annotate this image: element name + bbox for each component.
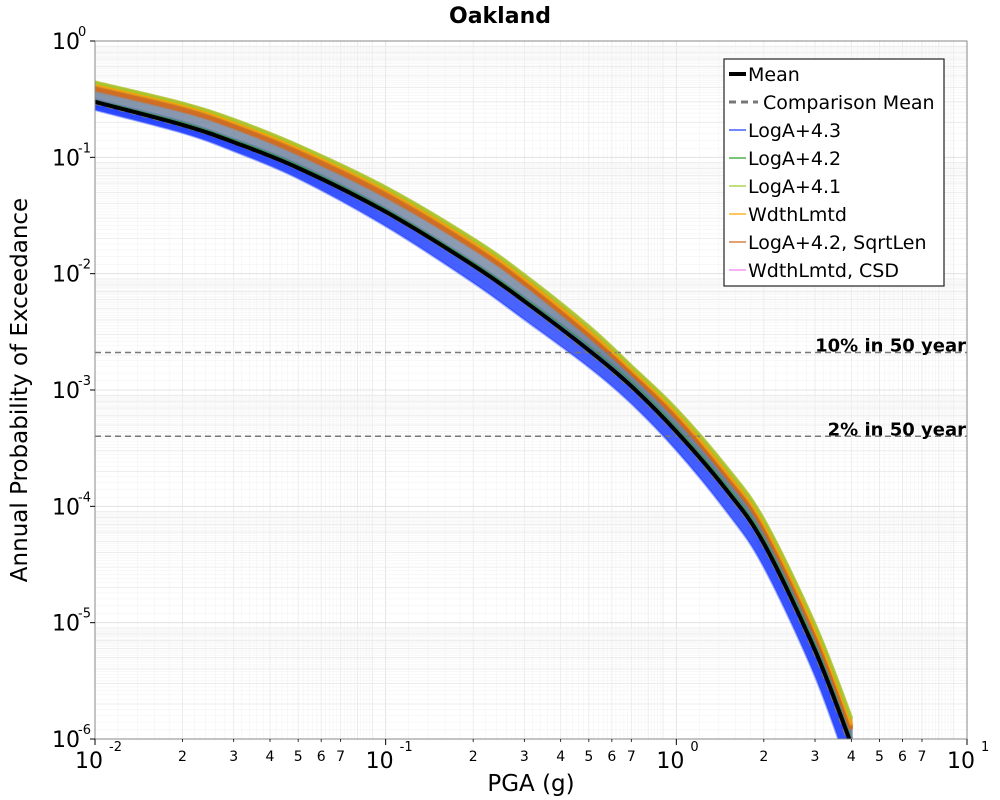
branch-curve	[95, 84, 854, 728]
branch-curve	[95, 105, 844, 739]
x-tick-label: 10	[75, 749, 103, 774]
branch-curve	[95, 96, 854, 738]
y-tick-label: 10	[52, 379, 80, 404]
branch-curve	[95, 86, 854, 730]
y-tick-exponent: -2	[78, 258, 91, 273]
y-tick-label: 10	[52, 728, 80, 753]
series-line	[95, 81, 852, 719]
branch-curve	[95, 85, 854, 729]
x-minor-tick-label: 2	[759, 749, 768, 765]
x-minor-tick-label: 7	[918, 749, 927, 765]
x-minor-tick-label: 4	[266, 749, 275, 765]
series-line-mean	[95, 99, 852, 739]
y-tick-label: 10	[52, 612, 80, 637]
x-minor-tick-label: 6	[898, 749, 907, 765]
y-tick-exponent: -3	[78, 374, 91, 389]
x-minor-tick-label: 3	[811, 749, 820, 765]
series-line	[95, 84, 852, 726]
x-tick-label: 10	[656, 749, 684, 774]
x-minor-tick-label: 4	[847, 749, 856, 765]
x-tick-exponent: -2	[109, 740, 122, 755]
branch-curve	[95, 81, 854, 724]
legend-label: LogA+4.3	[748, 120, 841, 142]
series-lines	[95, 81, 852, 739]
legend-label: LogA+4.2, SqrtLen	[748, 232, 927, 254]
reference-labels: 10% in 50 year 2% in 50 year	[815, 336, 966, 441]
x-minor-tick-label: 3	[229, 749, 238, 765]
x-minor-tick-label: 5	[294, 749, 303, 765]
legend-label: LogA+4.1	[748, 176, 841, 198]
legend-label: Mean	[748, 64, 800, 86]
branch-curve	[95, 106, 843, 739]
x-tick-label: 10	[366, 749, 394, 774]
x-tick-exponent: 0	[690, 740, 698, 755]
branch-curve	[95, 89, 854, 733]
x-minor-tick-label: 6	[607, 749, 616, 765]
x-minor-tick-label: 2	[469, 749, 478, 765]
branch-curve	[95, 81, 854, 723]
reference-line-label: 10% in 50 year	[815, 336, 966, 357]
branch-curve	[95, 93, 854, 736]
x-minor-tick-label: 7	[336, 749, 345, 765]
y-axis-label: Annual Probability of Exceedance	[7, 198, 33, 582]
x-tick-exponent: 1	[981, 740, 989, 755]
branch-curve	[95, 103, 846, 739]
y-tick-exponent: -5	[78, 607, 91, 622]
y-tick-exponent: -6	[78, 723, 91, 738]
x-minor-tick-label: 4	[556, 749, 565, 765]
branch-curve	[95, 104, 845, 739]
x-axis-label: PGA (g)	[487, 771, 574, 797]
series-line	[95, 89, 852, 731]
x-minor-tick-label: 6	[317, 749, 326, 765]
branch-curve	[95, 105, 843, 739]
y-tick-label: 10	[52, 146, 80, 171]
branch-curve	[95, 94, 854, 737]
y-tick-label: 10	[52, 30, 80, 55]
branch-curve	[95, 95, 854, 737]
reference-line-label: 2% in 50 year	[828, 419, 966, 440]
y-tick-exponent: -1	[78, 141, 91, 156]
branch-curve	[95, 81, 854, 722]
branch-curve	[95, 104, 845, 739]
x-tick-label: 10	[947, 749, 975, 774]
y-tick-label: 10	[52, 495, 80, 520]
branch-curve	[95, 91, 854, 734]
legend-label: WdthLmtd, CSD	[748, 260, 899, 282]
x-minor-tick-label: 7	[627, 749, 636, 765]
chart-title: Oakland	[449, 4, 551, 29]
legend-label: Comparison Mean	[763, 92, 935, 114]
branch-curve	[95, 85, 854, 729]
series-line	[95, 108, 840, 739]
legend-label: WdthLmtd	[748, 204, 847, 226]
x-minor-tick-label: 2	[178, 749, 187, 765]
legend: Mean Comparison Mean LogA+4.3 LogA+4.2 LogA+…	[723, 58, 945, 287]
branch-curve	[95, 84, 854, 729]
reference-lines	[95, 351, 967, 438]
x-tick-exponent: -1	[400, 740, 413, 755]
x-minor-tick-label: 3	[520, 749, 529, 765]
x-minor-tick-label: 5	[875, 749, 884, 765]
branch-curve	[95, 103, 847, 739]
branch-curve	[95, 92, 854, 735]
legend-label: LogA+4.2	[748, 148, 841, 170]
branch-curve	[95, 102, 848, 739]
y-tick-exponent: 0	[78, 25, 86, 40]
legend-box	[723, 58, 945, 287]
x-minor-tick-label: 5	[584, 749, 593, 765]
series-line	[95, 99, 852, 739]
y-tick-exponent: -4	[78, 490, 91, 505]
y-tick-label: 10	[52, 263, 80, 288]
